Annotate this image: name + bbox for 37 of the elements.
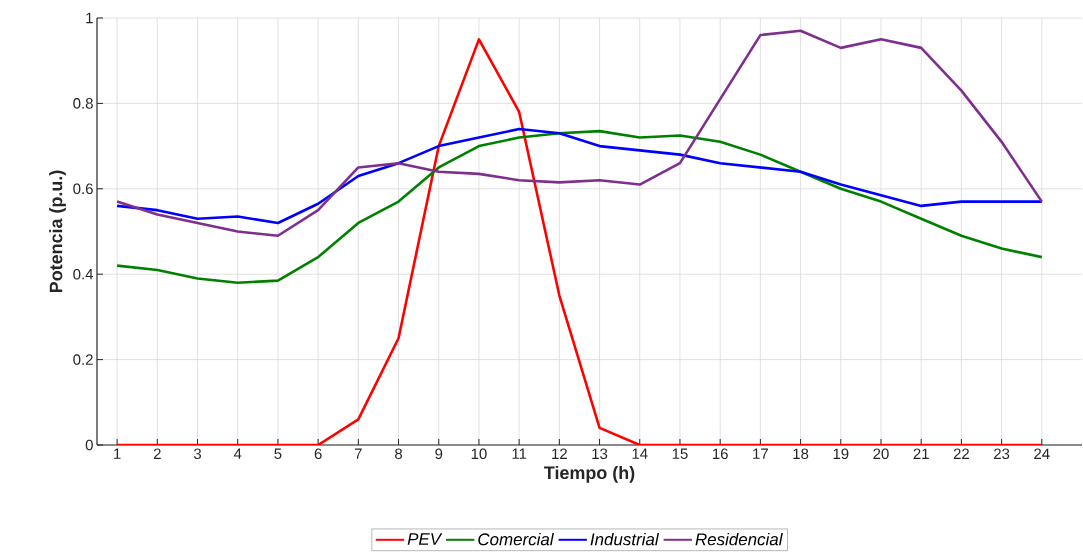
legend-label: Industrial	[590, 532, 660, 546]
legend-label: Comercial	[478, 532, 554, 546]
x-tick-label: 15	[672, 448, 688, 459]
x-tick-label: 5	[274, 448, 282, 459]
x-tick-label: 7	[354, 448, 362, 459]
x-tick-label: 8	[395, 448, 403, 460]
x-tick-label: 3	[193, 448, 202, 460]
x-axis-title: Tiempo (h)	[544, 465, 635, 483]
x-tick-label: 22	[953, 448, 969, 459]
y-tick-label: 0.2	[73, 354, 93, 365]
y-tick-label: 0.8	[73, 98, 93, 109]
x-tick-label: 19	[833, 448, 849, 460]
y-axis-title: Potencia (p.u.)	[49, 170, 66, 293]
x-tick-label: 14	[632, 448, 648, 459]
y-tick-label: 0.4	[73, 268, 94, 280]
y-tick-label: 0.6	[73, 183, 93, 195]
line-series	[115, 129, 1044, 285]
y-tick-label: 0	[85, 439, 93, 451]
legend-label: Residencial	[695, 532, 783, 546]
legend-label: PEV	[407, 533, 443, 545]
x-tick-label: 13	[592, 448, 608, 460]
y-tick-label: 1	[86, 12, 93, 24]
x-tick-label: 17	[753, 448, 768, 459]
x-tick-label: 10	[471, 448, 487, 460]
x-tick-label: 12	[552, 448, 567, 459]
x-tick-label: 16	[713, 448, 728, 460]
x-tick-label: 24	[1034, 448, 1050, 459]
x-tick-label: 21	[913, 448, 929, 459]
x-tick-label: 6	[314, 448, 322, 460]
x-tick-label: 23	[994, 448, 1010, 460]
x-tick-label: 2	[153, 448, 161, 459]
x-tick-label: 18	[793, 448, 809, 460]
x-tick-label: 11	[512, 448, 527, 459]
x-tick-label: 9	[435, 448, 443, 460]
x-tick-label: 4	[233, 448, 242, 459]
x-tick-label: 20	[873, 448, 889, 460]
x-tick-label: 1	[114, 448, 121, 459]
